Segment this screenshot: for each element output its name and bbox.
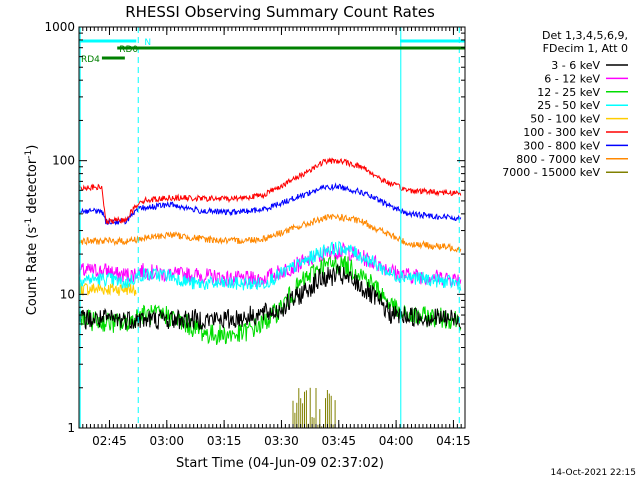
y-tick-label: 1 [67,421,75,435]
y-axis-label-part: ) [25,145,40,150]
legend-label: 800 - 7000 keV [516,153,600,166]
y-axis-label-part: -1 [24,218,34,227]
legend-header: Det 1,3,4,5,6,9, [542,29,628,42]
y-axis-label: Count Rate (s-1 detector-1) [24,145,40,316]
footer-timestamp: 14-Oct-2021 22:15 [551,468,636,478]
series-6-12-kev [78,241,462,288]
legend-header: FDecim 1, Att 0 [543,42,628,55]
plot-area: N RD0 RD4 [78,27,465,428]
state-bar-label: RD0 [119,45,138,55]
y-axis-label-part: detector [25,158,40,218]
series-50-100-kev [78,282,137,296]
state-bar-label: RD4 [81,55,100,65]
series-800-7000-kev [78,213,462,253]
x-tick-label: 04:00 [379,434,414,448]
legend: Det 1,3,4,5,6,9,FDecim 1, Att 0 3 - 6 keV… [502,29,628,179]
plot-frame [78,26,466,429]
legend-label: 25 - 50 keV [537,99,600,112]
legend-label: 12 - 25 keV [537,86,600,99]
y-tick-label: 1000 [44,20,75,34]
y-tick-label: 100 [52,154,75,168]
legend-label: 300 - 800 keV [523,139,600,152]
x-tick-label: 03:30 [264,434,299,448]
series-300-800-kev [78,182,462,226]
x-tick-label: 03:15 [207,434,242,448]
x-tick-label: 03:45 [321,434,356,448]
legend-label: 50 - 100 keV [530,113,600,126]
series-25-50-kev [78,240,462,291]
legend-label: 7000 - 15000 keV [502,166,600,179]
y-tick-label: 10 [60,287,75,301]
x-axis-label: Start Time (04-Jun-09 02:37:02) [176,456,384,471]
x-tick-label: 03:00 [149,434,184,448]
series-100-300-kev [78,157,462,225]
x-tick-label: 04:15 [436,434,471,448]
series-7000-15000-kev [292,387,336,428]
state-bar-label: N [144,38,151,48]
legend-label: 3 - 6 keV [551,59,600,72]
axes: 02:45 03:00 03:15 03:30 03:45 04:00 04:15 1 10 10… [44,20,470,448]
legend-label: 6 - 12 keV [544,72,600,85]
x-tick-label: 02:45 [92,434,127,448]
y-axis-label-part: Count Rate (s [25,227,40,316]
chart-title: RHESSI Observing Summary Count Rates [125,3,435,21]
legend-label: 100 - 300 keV [523,126,600,139]
y-axis-label-part: -1 [24,150,34,159]
series-3-6-kev [78,263,462,330]
